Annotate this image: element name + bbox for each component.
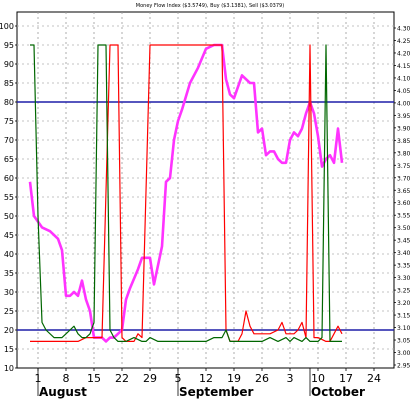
x-tick-label: 17 — [339, 372, 353, 385]
left-tick-label: 60 — [4, 174, 14, 183]
x-tick-label: 8 — [63, 372, 70, 385]
right-tick-label: 3.85 — [397, 138, 411, 145]
plot-frame — [16, 11, 395, 369]
x-tick-label: 3 — [287, 372, 294, 385]
left-tick-label: 65 — [4, 155, 14, 164]
left-tick-label: 80 — [4, 98, 14, 107]
left-tick-label: 25 — [4, 307, 14, 316]
right-tick-label: 4.30 — [397, 26, 411, 33]
right-tick-label: 3.30 — [397, 275, 411, 282]
left-axis: 10 15 20 25 30 35 40 45 50 55 60 65 70 75 80 85 90 95 100 — [0, 22, 17, 373]
right-tick-label: 3.60 — [397, 200, 411, 207]
right-tick-label: 3.75 — [397, 163, 411, 170]
x-tick-label: 29 — [143, 372, 157, 385]
left-tick-label: 45 — [4, 231, 14, 240]
right-tick-label: 3.65 — [397, 188, 411, 195]
right-tick-label: 3.00 — [397, 350, 411, 357]
left-tick-label: 100 — [0, 22, 14, 31]
chart-title: Money Flow Index ($3.5749), Buy ($3.1381… — [136, 3, 284, 9]
left-tick-label: 50 — [4, 212, 14, 221]
right-tick-label: 4.20 — [397, 50, 411, 57]
right-tick-label: 3.35 — [397, 263, 411, 270]
right-tick-label: 3.95 — [397, 113, 411, 120]
series-lines — [28, 43, 344, 343]
right-tick-label: 3.20 — [397, 300, 411, 307]
series-line-3 — [30, 44, 342, 342]
left-tick-label: 15 — [4, 345, 14, 354]
left-tick-label: 35 — [4, 269, 14, 278]
right-tick-label: 3.50 — [397, 225, 411, 232]
month-label: September — [179, 385, 253, 399]
right-tick-label: 3.40 — [397, 250, 411, 257]
left-tick-label: 95 — [4, 41, 14, 50]
right-tick-label: 4.10 — [397, 75, 411, 82]
x-axis: 1 8 15 22 29 5 12 19 26 3 10 17 24 — [35, 368, 381, 385]
left-tick-label: 40 — [4, 250, 14, 259]
x-tick-label: 22 — [115, 372, 129, 385]
right-tick-label: 3.80 — [397, 150, 411, 157]
right-axis: 2.95 3.00 3.05 3.10 3.15 3.20 3.25 3.30 3.35 3.40… — [394, 26, 411, 370]
x-tick-label: 24 — [367, 372, 381, 385]
left-tick-label: 20 — [4, 326, 14, 335]
left-tick-label: 70 — [4, 136, 14, 145]
x-tick-label: 10 — [311, 372, 325, 385]
right-tick-label: 3.05 — [397, 338, 411, 345]
month-labels: August September October — [37, 368, 365, 399]
left-tick-label: 10 — [4, 364, 14, 373]
right-tick-label: 3.70 — [397, 175, 411, 182]
x-tick-label: 19 — [227, 372, 241, 385]
right-tick-label: 3.90 — [397, 125, 411, 132]
month-label: October — [311, 385, 365, 399]
x-tick-label: 26 — [255, 372, 269, 385]
right-tick-label: 4.05 — [397, 88, 411, 95]
right-tick-label: 3.15 — [397, 313, 411, 320]
right-tick-label: 3.45 — [397, 238, 411, 245]
right-tick-label: 2.95 — [397, 363, 411, 370]
left-tick-label: 75 — [4, 117, 14, 126]
right-tick-label: 4.15 — [397, 63, 411, 70]
right-tick-label: 4.25 — [397, 38, 411, 45]
right-tick-label: 3.10 — [397, 325, 411, 332]
left-tick-label: 30 — [4, 288, 14, 297]
right-tick-label: 3.25 — [397, 288, 411, 295]
x-tick-label: 12 — [199, 372, 213, 385]
reference-lines — [17, 101, 394, 331]
left-tick-label: 85 — [4, 79, 14, 88]
left-tick-label: 55 — [4, 193, 14, 202]
right-tick-label: 3.55 — [397, 213, 411, 220]
x-tick-label: 15 — [87, 372, 101, 385]
series-line-2 — [30, 44, 343, 342]
left-tick-label: 90 — [4, 60, 14, 69]
series-line-1 — [28, 43, 344, 343]
right-tick-label: 4.00 — [397, 100, 411, 107]
month-label: August — [39, 385, 87, 399]
